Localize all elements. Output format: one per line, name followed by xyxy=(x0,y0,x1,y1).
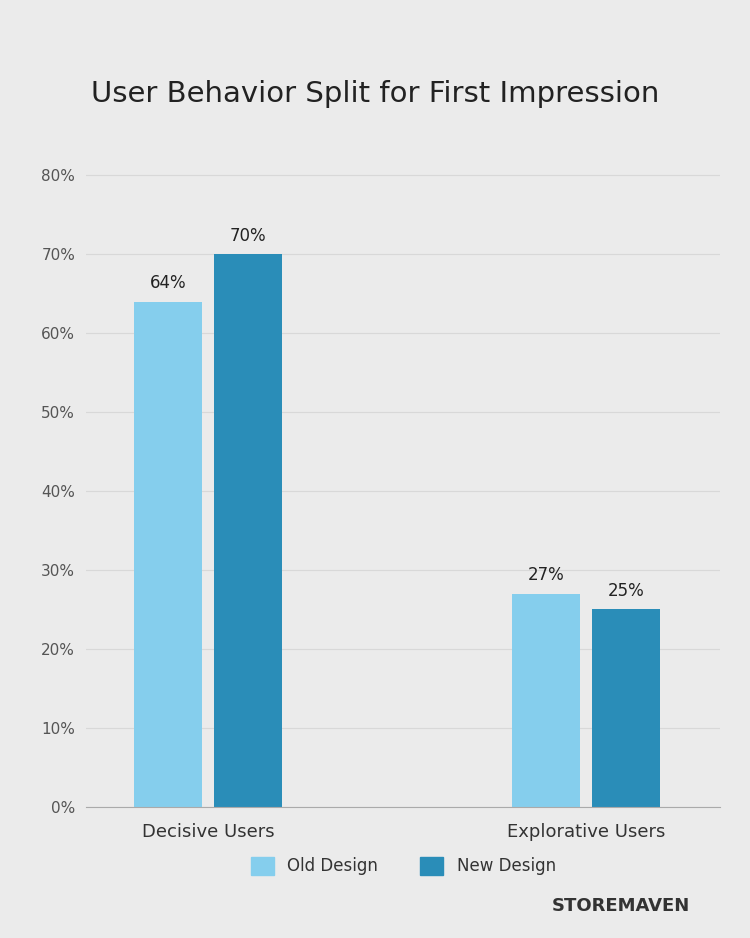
Text: 27%: 27% xyxy=(527,567,564,584)
Legend: Old Design, New Design: Old Design, New Design xyxy=(251,856,556,875)
Bar xyxy=(134,302,202,807)
Text: 64%: 64% xyxy=(149,274,186,293)
Bar xyxy=(512,594,580,807)
Bar xyxy=(592,610,660,807)
Text: STOREMAVEN: STOREMAVEN xyxy=(552,897,690,915)
Text: User Behavior Split for First Impression: User Behavior Split for First Impression xyxy=(91,80,659,108)
Bar xyxy=(214,254,283,807)
Text: 25%: 25% xyxy=(608,582,644,600)
Text: 70%: 70% xyxy=(230,227,267,245)
